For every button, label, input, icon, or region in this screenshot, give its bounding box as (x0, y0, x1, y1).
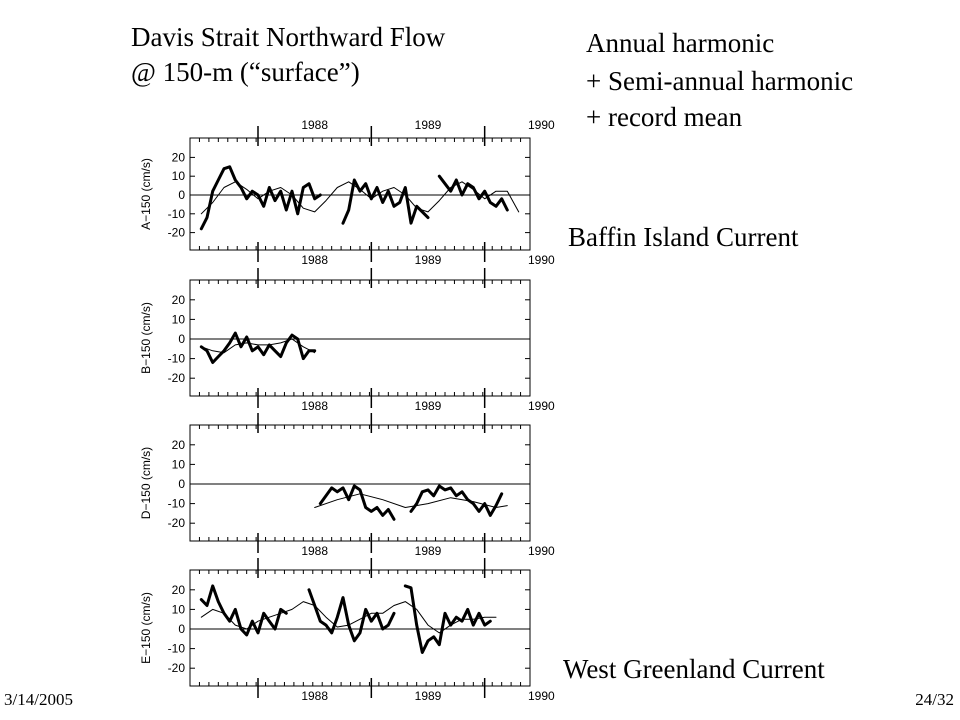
y-tick-label: 20 (172, 583, 186, 597)
title-line-2: @ 150-m (“surface”) (131, 57, 360, 87)
year-tick-label: 1989 (415, 118, 442, 132)
year-tick-label: 1989 (415, 399, 442, 413)
y-tick-label: 10 (172, 602, 186, 616)
observed-series-line (403, 584, 492, 654)
harmonic-fit-line (314, 493, 508, 508)
y-tick-label: -10 (168, 207, 186, 221)
y-tick-label: 0 (178, 188, 185, 202)
slide-date: 3/14/2005 (4, 690, 73, 709)
baffin-island-label: Baffin Island Current (568, 222, 799, 252)
y-tick-label: 20 (172, 438, 186, 452)
harmonic-fit-line (200, 601, 497, 634)
observed-series-line (199, 584, 288, 637)
year-tick-label: 1989 (415, 253, 442, 267)
slide-page-number: 24/32 (915, 690, 954, 709)
y-axis-label: D−150 (cm/s) (139, 447, 153, 519)
observed-series-line (437, 174, 509, 212)
observed-series-line (341, 178, 430, 225)
year-tick-label: 1988 (301, 544, 328, 558)
year-tick-label: 1990 (528, 253, 555, 267)
legend-note-line-3: + record mean (586, 102, 743, 132)
legend-note-line-1: Annual harmonic (586, 28, 775, 58)
year-tick-label: 1990 (528, 689, 555, 703)
year-tick-label: 1988 (301, 253, 328, 267)
y-tick-label: -10 (168, 497, 186, 511)
year-tick-label: 1989 (415, 544, 442, 558)
year-tick-label: 1990 (528, 118, 555, 132)
observed-series-line (307, 588, 396, 643)
y-tick-label: 20 (172, 293, 186, 307)
y-tick-label: 10 (172, 457, 186, 471)
y-axis-label: A−150 (cm/s) (139, 158, 153, 230)
harmonic-fit-line (200, 181, 520, 215)
y-tick-label: -20 (168, 516, 186, 530)
observed-series-line (199, 165, 322, 231)
year-tick-label: 1990 (528, 544, 555, 558)
y-axis-label: E−150 (cm/s) (139, 592, 153, 664)
year-tick-label: 1989 (415, 689, 442, 703)
year-tick-label: 1988 (301, 399, 328, 413)
y-tick-label: -20 (168, 371, 186, 385)
year-tick-label: 1988 (301, 689, 328, 703)
year-tick-label: 1988 (301, 118, 328, 132)
west-greenland-label: West Greenland Current (563, 654, 825, 684)
y-tick-label: 20 (172, 150, 186, 164)
harmonic-fit-line (200, 338, 316, 354)
y-tick-label: -20 (168, 226, 186, 240)
title-line-1: Davis Strait Northward Flow (131, 22, 446, 52)
year-tick-label: 1990 (528, 399, 555, 413)
observed-series-line (199, 331, 317, 364)
observed-series-line (318, 484, 396, 521)
y-tick-label: 0 (178, 332, 185, 346)
y-tick-label: 0 (178, 477, 185, 491)
y-tick-label: -10 (168, 642, 186, 656)
y-tick-label: -20 (168, 661, 186, 675)
panel-frame (189, 279, 531, 397)
legend-note-line-2: + Semi-annual harmonic (586, 66, 854, 96)
observed-series-line (409, 484, 504, 517)
y-tick-label: -10 (168, 352, 186, 366)
y-tick-label: 0 (178, 622, 185, 636)
y-tick-label: 10 (172, 169, 186, 183)
y-axis-label: B−150 (cm/s) (139, 302, 153, 374)
panel-frame (189, 424, 531, 542)
y-tick-label: 10 (172, 312, 186, 326)
